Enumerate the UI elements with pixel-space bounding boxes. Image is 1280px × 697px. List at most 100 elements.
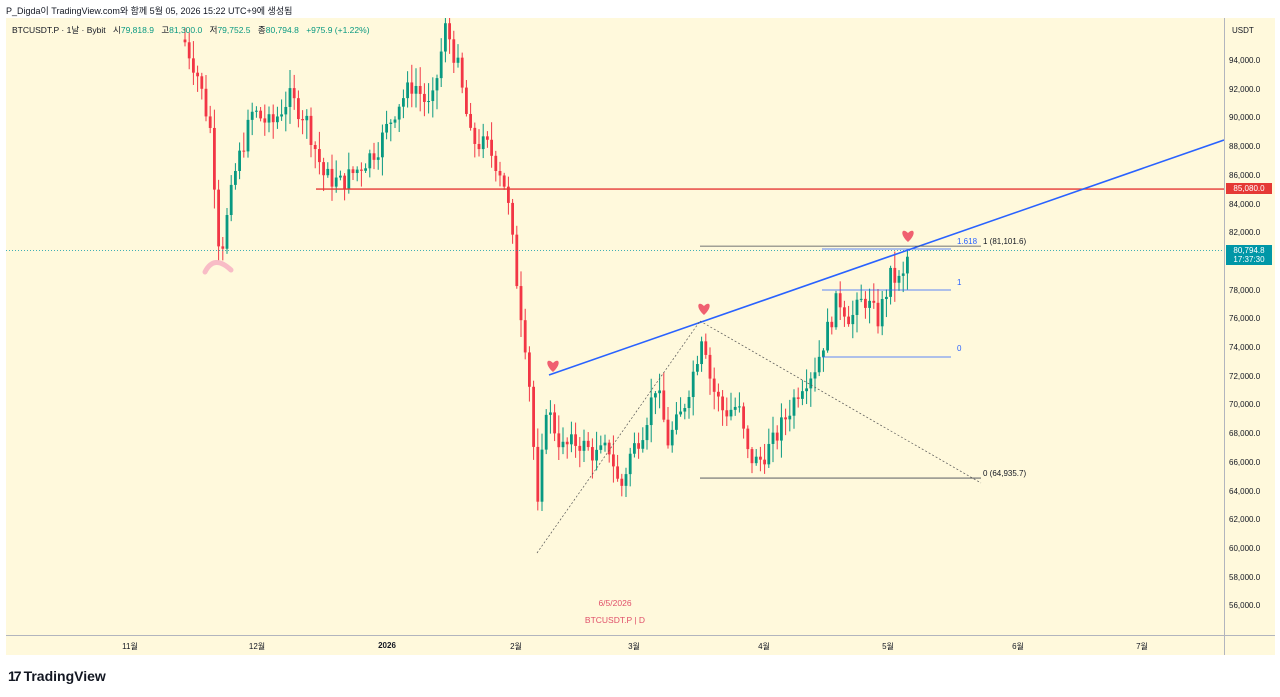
candle-body bbox=[834, 293, 838, 328]
candle-body bbox=[645, 425, 649, 441]
candle-body bbox=[696, 364, 699, 372]
price-tick-label: 78,000.0 bbox=[1229, 285, 1261, 295]
top-bar: P_Digda이 TradingView.com와 함께 5월 05, 2026… bbox=[0, 0, 1280, 18]
fib-small-1-label: 1 bbox=[957, 278, 962, 287]
candle-body bbox=[637, 443, 640, 449]
candle-body bbox=[309, 115, 313, 145]
trendline bbox=[548, 139, 1224, 376]
candle-body bbox=[691, 371, 695, 398]
candle-body bbox=[456, 57, 460, 63]
chart-area[interactable]: BTCUSDT.P · 1날 · Bybit 시79,818.9 고81,300… bbox=[6, 18, 1224, 635]
price-tick-label: 82,000.0 bbox=[1229, 228, 1261, 238]
current-price-text: 80,794.8 bbox=[1233, 245, 1265, 255]
candle-body bbox=[885, 296, 888, 300]
candle-body bbox=[582, 440, 586, 451]
candle-body bbox=[515, 234, 519, 287]
candle-body bbox=[809, 378, 813, 389]
candle-body bbox=[423, 93, 426, 102]
candle-body bbox=[851, 314, 855, 325]
time-label-mar: 3월 bbox=[628, 642, 640, 651]
candle-body bbox=[238, 150, 241, 171]
candle-body bbox=[889, 267, 892, 297]
candle-body bbox=[486, 136, 489, 140]
legend-close-label: 종 bbox=[257, 25, 266, 35]
candle-body bbox=[284, 106, 288, 115]
candle-body bbox=[855, 299, 859, 315]
candle-body bbox=[431, 90, 435, 102]
candle-body bbox=[519, 286, 523, 321]
legend-high-label: 고 bbox=[161, 25, 170, 35]
price-axis[interactable]: USDT 94,000.0 92,000.0 90,000.0 88,000.0 86,… bbox=[1224, 18, 1275, 635]
candle-body bbox=[683, 408, 687, 412]
time-axis[interactable]: 11월 12월 2026 2월 3월 4월 5월 6월 7월 bbox=[6, 635, 1224, 656]
price-tick-label: 58,000.0 bbox=[1229, 572, 1261, 582]
candle-body bbox=[444, 23, 447, 52]
candle-body bbox=[780, 417, 783, 441]
candle-body bbox=[263, 118, 267, 123]
candle-body bbox=[297, 98, 300, 120]
candle-body bbox=[502, 175, 506, 187]
candle-body bbox=[473, 127, 477, 144]
candle-body bbox=[460, 57, 464, 88]
fib-trend-leg-2 bbox=[699, 320, 982, 484]
candle-body bbox=[259, 110, 262, 119]
candle-body bbox=[339, 175, 342, 178]
candle-body bbox=[708, 354, 712, 379]
candle-body bbox=[523, 320, 527, 353]
candle-body bbox=[859, 298, 863, 300]
candle-body bbox=[557, 433, 561, 448]
candle-body bbox=[864, 298, 867, 308]
price-tick-label: 60,000.0 bbox=[1229, 543, 1261, 553]
candle-body bbox=[465, 87, 468, 114]
candle-body bbox=[481, 136, 485, 150]
candle-body bbox=[561, 441, 565, 448]
candle-body bbox=[187, 42, 191, 59]
candle-body bbox=[200, 76, 204, 89]
tradingview-logo[interactable]: 17 TradingView bbox=[8, 668, 106, 684]
candle-body bbox=[578, 445, 582, 451]
candle-body bbox=[381, 132, 384, 158]
price-chart[interactable] bbox=[6, 18, 1224, 635]
candle-body bbox=[880, 299, 884, 327]
candle-body bbox=[255, 110, 258, 112]
fib-small-1618-label: 1.618 bbox=[957, 237, 978, 246]
candle-body bbox=[528, 352, 531, 387]
candle-body bbox=[817, 356, 821, 373]
candle-body bbox=[544, 414, 548, 450]
bar-countdown: 17:37:30 bbox=[1233, 254, 1265, 264]
candle-body bbox=[792, 397, 796, 416]
pivot-marker-mid bbox=[698, 303, 710, 315]
candle-body bbox=[402, 98, 405, 107]
candle-body bbox=[742, 406, 745, 429]
candle-body bbox=[385, 123, 388, 133]
candle-body bbox=[217, 189, 220, 247]
candle-body bbox=[679, 411, 682, 415]
candle-body bbox=[872, 300, 876, 303]
price-tick-label: 68,000.0 bbox=[1229, 429, 1261, 439]
time-label-2026: 2026 bbox=[378, 641, 396, 650]
candle-body bbox=[822, 350, 825, 357]
candle-body bbox=[624, 474, 628, 486]
candle-body bbox=[717, 391, 720, 397]
legend-low-label: 저 bbox=[209, 25, 218, 35]
candle-body bbox=[771, 432, 775, 444]
candle-body bbox=[406, 82, 409, 99]
candle-body bbox=[343, 175, 346, 189]
candle-body bbox=[838, 293, 842, 308]
price-tick-label: 56,000.0 bbox=[1229, 601, 1261, 611]
price-tick-label: 76,000.0 bbox=[1229, 314, 1261, 324]
candle-body bbox=[767, 443, 771, 465]
candle-body bbox=[620, 478, 624, 486]
candle-body bbox=[292, 88, 296, 99]
candle-body bbox=[393, 119, 397, 123]
candle-body bbox=[490, 139, 493, 156]
price-tick-label: 90,000.0 bbox=[1229, 113, 1261, 123]
fib-trend-leg-1 bbox=[536, 320, 701, 554]
candle-body bbox=[570, 434, 573, 445]
candle-body bbox=[322, 162, 325, 176]
candle-body bbox=[759, 456, 762, 460]
time-label-nov: 11월 bbox=[122, 642, 138, 651]
candle-body bbox=[213, 127, 216, 190]
candle-body bbox=[738, 406, 741, 408]
fib-large-1-label: 1 (81,101.6) bbox=[983, 237, 1027, 246]
